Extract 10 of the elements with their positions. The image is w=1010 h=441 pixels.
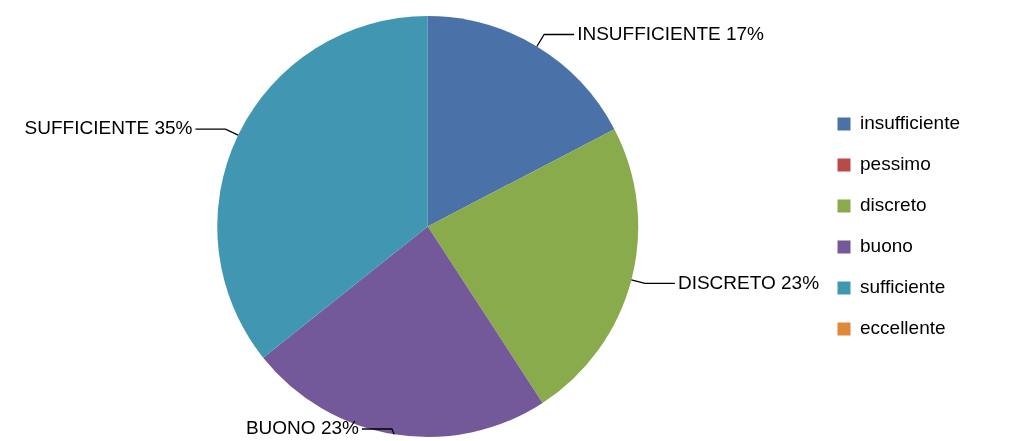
legend-label: discreto <box>860 194 927 216</box>
data-label: DISCRETO 23% <box>677 271 820 293</box>
data-label: SUFFICIENTE 35% <box>24 117 193 139</box>
legend-label: eccellente <box>860 317 946 339</box>
data-label: BUONO 23% <box>245 417 360 439</box>
legend-label: sufficiente <box>860 276 946 298</box>
legend-label: pessimo <box>860 153 931 175</box>
legend-label: insufficiente <box>860 112 961 134</box>
data-label: INSUFFICIENTE 17% <box>577 22 765 44</box>
legend-label: buono <box>860 235 913 257</box>
